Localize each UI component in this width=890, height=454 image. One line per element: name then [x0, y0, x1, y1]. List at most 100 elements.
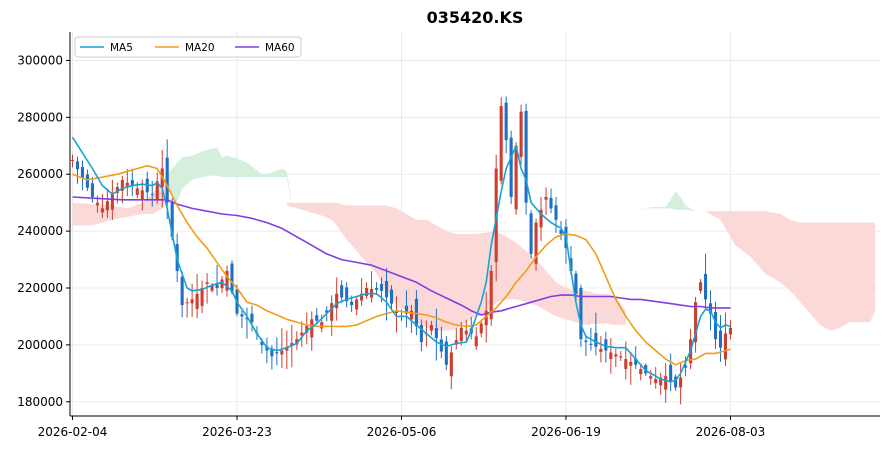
candle-body: [524, 110, 528, 203]
candle-body: [195, 293, 199, 309]
x-tick-label: 2026-02-04: [38, 425, 108, 439]
candle-body: [200, 288, 204, 306]
candle-body: [350, 301, 354, 306]
candle-body: [190, 299, 194, 304]
candle-body: [534, 222, 538, 264]
candle-body: [384, 280, 389, 298]
candle-body: [639, 369, 643, 375]
candle-body: [70, 160, 75, 161]
candle-body: [514, 145, 518, 210]
candle-body: [659, 377, 663, 386]
candle-body: [509, 137, 513, 197]
candle-body: [320, 322, 324, 329]
candle-body: [215, 284, 219, 288]
candle-body: [170, 201, 174, 237]
candle-body: [90, 183, 94, 197]
candle-body: [379, 283, 384, 291]
candle-body: [619, 356, 623, 358]
candle-body: [554, 205, 558, 220]
x-tick-label: 2026-03-23: [202, 425, 272, 439]
candle-body: [240, 314, 244, 317]
chart-title: 035420.KS: [427, 8, 524, 27]
candle-body: [644, 365, 648, 374]
candle-body: [404, 305, 409, 314]
candle-body: [355, 299, 359, 310]
candle-body: [718, 330, 723, 348]
cloud-bull: [167, 147, 292, 206]
candle-body: [664, 376, 668, 390]
candle-body: [489, 270, 493, 320]
candle-body: [95, 202, 99, 206]
candle-body: [544, 196, 548, 200]
candle-body: [694, 302, 698, 343]
candle-body: [140, 190, 144, 201]
y-tick-label: 300000: [17, 53, 63, 67]
candle-body: [310, 319, 314, 338]
candle-body: [499, 105, 503, 181]
candle-body: [609, 352, 613, 360]
candle-body: [130, 180, 134, 186]
candle-body: [85, 174, 89, 188]
candle-body: [340, 285, 344, 298]
candle-body: [559, 229, 563, 234]
candle-body: [330, 303, 334, 321]
cloud-bear: [705, 211, 875, 331]
candle-body: [409, 310, 413, 320]
candle-body: [389, 289, 394, 304]
candle-body: [365, 288, 369, 297]
candle-body: [345, 287, 349, 302]
candle-body: [529, 213, 533, 254]
candle-body: [599, 348, 603, 352]
candle-body: [584, 340, 588, 343]
y-tick-label: 260000: [17, 167, 63, 181]
candle-body: [674, 376, 678, 388]
candle-body: [290, 342, 294, 346]
candle-body: [539, 209, 543, 228]
candle-body: [155, 181, 159, 201]
candle-body: [604, 339, 608, 351]
candle-body: [260, 341, 264, 345]
candle-body: [579, 287, 583, 340]
candle-body: [723, 333, 728, 360]
candle-body: [624, 359, 628, 369]
candle-body: [519, 111, 523, 158]
candle-body: [360, 293, 364, 301]
candle-body: [285, 346, 289, 351]
candle-body: [300, 332, 304, 336]
candle-body: [150, 193, 154, 195]
candle-body: [728, 327, 733, 335]
candle-body: [629, 361, 633, 366]
x-tick-label: 2026-08-03: [696, 425, 766, 439]
candle-body: [180, 276, 184, 306]
cloud-bull: [640, 191, 706, 212]
candle-body: [419, 324, 423, 343]
candle-body: [614, 354, 618, 357]
candle-body: [594, 332, 598, 347]
candle-body: [549, 197, 553, 209]
candle-body: [225, 270, 229, 291]
candle-body: [654, 379, 658, 384]
legend: MA5 MA20 MA60: [74, 36, 302, 58]
candle-body: [105, 201, 109, 211]
candle-body: [110, 194, 114, 210]
candle-body: [75, 161, 80, 170]
candle-body: [280, 350, 284, 355]
candle-body: [429, 324, 433, 331]
ma5-line: [71, 136, 731, 383]
cloud-bear: [286, 202, 626, 331]
candle-body: [220, 279, 224, 289]
candle-body: [115, 187, 119, 193]
candle-body: [125, 182, 129, 187]
candle-body: [414, 298, 418, 327]
candle-body: [569, 258, 573, 271]
candle-body: [454, 340, 458, 345]
candle-body: [669, 364, 673, 382]
candle-body: [305, 325, 309, 333]
candle-body: [230, 263, 234, 293]
ma5-legend-label: MA5: [110, 42, 133, 54]
candle-body: [325, 310, 329, 313]
candle-body: [713, 312, 718, 340]
candle-body: [464, 330, 468, 335]
candle-body: [250, 313, 254, 323]
